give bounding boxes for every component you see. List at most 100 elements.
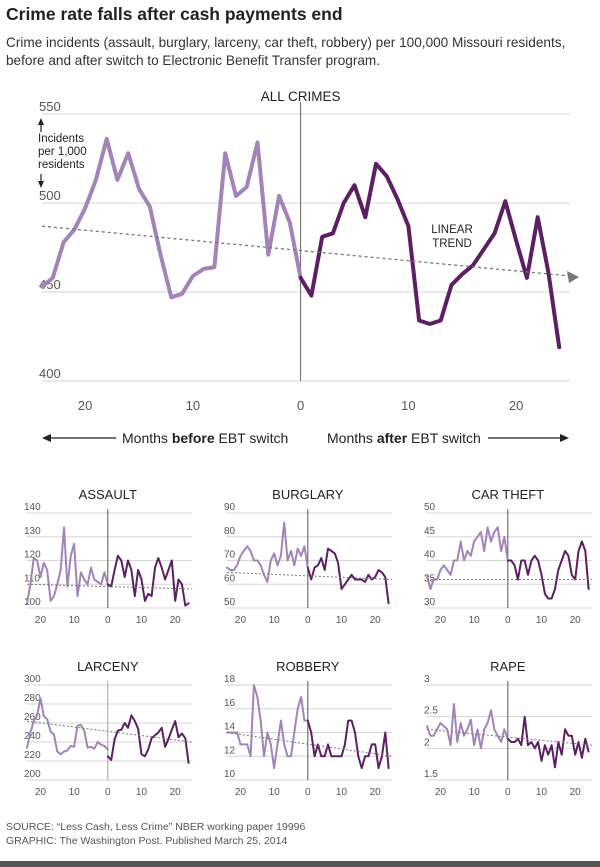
burglary-ytick-label: 50 xyxy=(224,597,236,608)
larceny-xtick-label: 20 xyxy=(35,787,47,798)
all-crimes-chart: 400 450 500 550 20 10 0 10 20 ALL CRIMES LINEAR TRE… xyxy=(38,89,579,446)
robbery-title: ROBBERY xyxy=(276,659,340,674)
burglary-xtick-label: 10 xyxy=(269,615,281,626)
robbery-ytick-label: 12 xyxy=(224,745,236,756)
trend-label: TREND xyxy=(432,238,472,250)
car-theft-xtick-label: 20 xyxy=(570,615,582,626)
car-theft-after-series-line xyxy=(506,540,590,600)
robbery-ytick-label: 10 xyxy=(224,769,236,780)
car-theft-xtick-label: 10 xyxy=(469,615,481,626)
car-theft-ytick-label: 30 xyxy=(424,597,436,608)
larceny-chart: 200 220 240 260 280 300 20 10 0 10 20 LARCENY xyxy=(24,659,193,798)
all-crimes-xtick-label: 20 xyxy=(509,398,523,413)
burglary-ytick-label: 80 xyxy=(224,526,236,537)
assault-ytick-label: 140 xyxy=(24,502,41,513)
rape-ytick-label: 2.5 xyxy=(424,706,438,717)
larceny-ytick-label: 200 xyxy=(24,769,41,780)
assault-xtick-label: 20 xyxy=(35,615,47,626)
burglary-ytick-label: 90 xyxy=(224,502,236,513)
robbery-xtick-label: 20 xyxy=(370,787,382,798)
burglary-xtick-label: 10 xyxy=(336,615,348,626)
burglary-ytick-label: 70 xyxy=(224,550,236,561)
burglary-after-series-line xyxy=(306,547,390,605)
burglary-title: BURGLARY xyxy=(272,487,344,502)
larceny-xtick-label: 10 xyxy=(69,787,81,798)
rape-xtick-label: 0 xyxy=(505,787,511,798)
car-theft-chart: 30 35 40 45 50 20 10 0 10 20 CAR THEFT xyxy=(424,487,592,626)
larceny-ytick-label: 240 xyxy=(24,731,41,742)
rape-before-series-line xyxy=(426,703,509,750)
months-before-arrowhead xyxy=(42,434,51,442)
source-note: SOURCE: “Less Cash, Less Crime” NBER wor… xyxy=(6,820,305,848)
y-axis-label-down-arrowhead xyxy=(38,181,44,188)
car-theft-ytick-label: 35 xyxy=(424,573,436,584)
rape-title: RAPE xyxy=(490,659,526,674)
y-axis-label-up-arrowhead xyxy=(38,118,44,125)
assault-before-series-line xyxy=(26,526,109,605)
larceny-xtick-label: 20 xyxy=(170,787,182,798)
car-theft-ytick-label: 50 xyxy=(424,502,436,513)
months-after-label: Months after EBT switch xyxy=(327,430,481,446)
rape-ytick-label: 1.5 xyxy=(424,769,438,780)
all-crimes-ytick-label: 550 xyxy=(39,99,61,114)
rape-xtick-label: 20 xyxy=(435,787,447,798)
assault-after-series-line xyxy=(106,554,190,607)
rape-xtick-label: 10 xyxy=(469,787,481,798)
robbery-xtick-label: 10 xyxy=(336,787,348,798)
all-crimes-after-series-line xyxy=(298,161,562,350)
y-axis-label: Incidents xyxy=(38,133,84,145)
larceny-ytick-label: 300 xyxy=(24,674,41,685)
burglary-xtick-label: 20 xyxy=(370,615,382,626)
robbery-ytick-label: 18 xyxy=(224,674,236,685)
rape-after-series-line xyxy=(506,715,590,769)
burglary-ytick-label: 60 xyxy=(224,573,236,584)
assault-xtick-label: 10 xyxy=(136,615,148,626)
trend-arrowhead xyxy=(567,270,579,283)
car-theft-title: CAR THEFT xyxy=(471,487,544,502)
assault-xtick-label: 0 xyxy=(105,615,111,626)
all-crimes-xtick-label: 10 xyxy=(401,398,415,413)
robbery-xtick-label: 0 xyxy=(305,787,311,798)
assault-title: ASSAULT xyxy=(79,487,137,502)
all-crimes-xtick-label: 0 xyxy=(297,398,304,413)
graphic-credit-line: GRAPHIC: The Washington Post. Published … xyxy=(6,835,288,847)
burglary-chart: 50 60 70 80 90 20 10 0 10 20 BURGLARY xyxy=(224,487,393,626)
trend-label: LINEAR xyxy=(431,224,473,236)
assault-ytick-label: 110 xyxy=(24,573,40,584)
larceny-title: LARCENY xyxy=(77,659,139,674)
larceny-ytick-label: 280 xyxy=(24,693,41,704)
all-crimes-title: ALL CRIMES xyxy=(261,89,341,104)
larceny-before-series-line xyxy=(26,697,109,756)
all-crimes-trend-line xyxy=(41,225,571,277)
car-theft-xtick-label: 0 xyxy=(505,615,511,626)
larceny-after-series-line xyxy=(106,714,190,764)
rape-ytick-label: 2 xyxy=(424,737,430,748)
rape-ytick-label: 3 xyxy=(424,674,430,685)
assault-ytick-label: 120 xyxy=(24,550,41,561)
robbery-xtick-label: 20 xyxy=(235,787,247,798)
footer-rule xyxy=(0,861,600,867)
car-theft-xtick-label: 20 xyxy=(435,615,447,626)
robbery-xtick-label: 10 xyxy=(269,787,281,798)
months-before-label: Months before EBT switch xyxy=(122,430,288,446)
larceny-ytick-label: 260 xyxy=(24,712,41,723)
months-after-arrowhead xyxy=(560,434,569,442)
assault-xtick-label: 10 xyxy=(69,615,81,626)
y-axis-label: per 1,000 xyxy=(38,146,87,158)
burglary-xtick-label: 20 xyxy=(235,615,247,626)
larceny-ytick-label: 220 xyxy=(24,750,41,761)
assault-ytick-label: 100 xyxy=(24,597,41,608)
all-crimes-ytick-label: 400 xyxy=(39,366,61,381)
car-theft-before-series-line xyxy=(426,526,509,590)
source-line: SOURCE: “Less Cash, Less Crime” NBER wor… xyxy=(6,821,306,833)
rape-chart: 1.5 2 2.5 3 20 10 0 10 20 RAPE xyxy=(424,659,593,798)
chart-title: Crime rate falls after cash payments end xyxy=(6,4,343,24)
chart-subtitle: Crime incidents (assault, burglary, larc… xyxy=(6,35,566,68)
robbery-chart: 10 12 14 16 18 20 10 0 10 20 ROBBERY xyxy=(224,659,393,798)
rape-xtick-label: 10 xyxy=(536,787,548,798)
assault-xtick-label: 20 xyxy=(170,615,182,626)
y-axis-label: residents xyxy=(38,159,85,171)
burglary-trend-line xyxy=(226,571,393,580)
car-theft-ytick-label: 40 xyxy=(424,550,436,561)
car-theft-ytick-label: 45 xyxy=(424,526,436,537)
